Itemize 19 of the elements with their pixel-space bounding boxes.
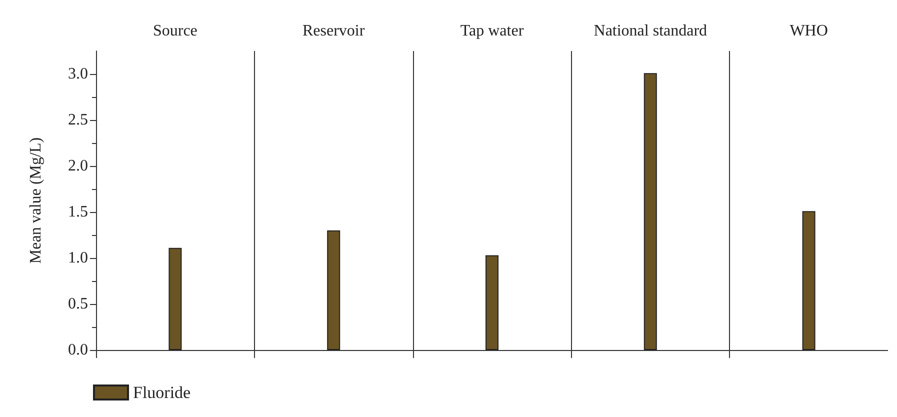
x-tick-label: National standard xyxy=(594,22,708,40)
y-tick-label: 1.0 xyxy=(68,250,88,266)
x-tick-label: Tap water xyxy=(460,22,524,40)
x-tick-label: WHO xyxy=(790,22,828,40)
bar xyxy=(486,255,498,350)
y-tick-label: 0.5 xyxy=(68,296,88,312)
y-tick-label: 3.0 xyxy=(68,66,88,82)
bar xyxy=(644,73,657,350)
x-tick-label: Reservoir xyxy=(302,22,366,40)
y-tick-label: 2.5 xyxy=(68,112,88,128)
y-axis-title: Mean value (Mg/L) xyxy=(28,137,44,264)
x-tick-label: Source xyxy=(152,22,198,40)
bar xyxy=(327,230,340,350)
y-tick-label: 1.5 xyxy=(68,204,88,220)
bar xyxy=(802,211,816,350)
bar xyxy=(168,248,182,350)
y-tick-label: 2.0 xyxy=(68,158,88,174)
legend-label: Fluoride xyxy=(133,383,191,402)
y-tick-label: 0.0 xyxy=(68,342,88,358)
